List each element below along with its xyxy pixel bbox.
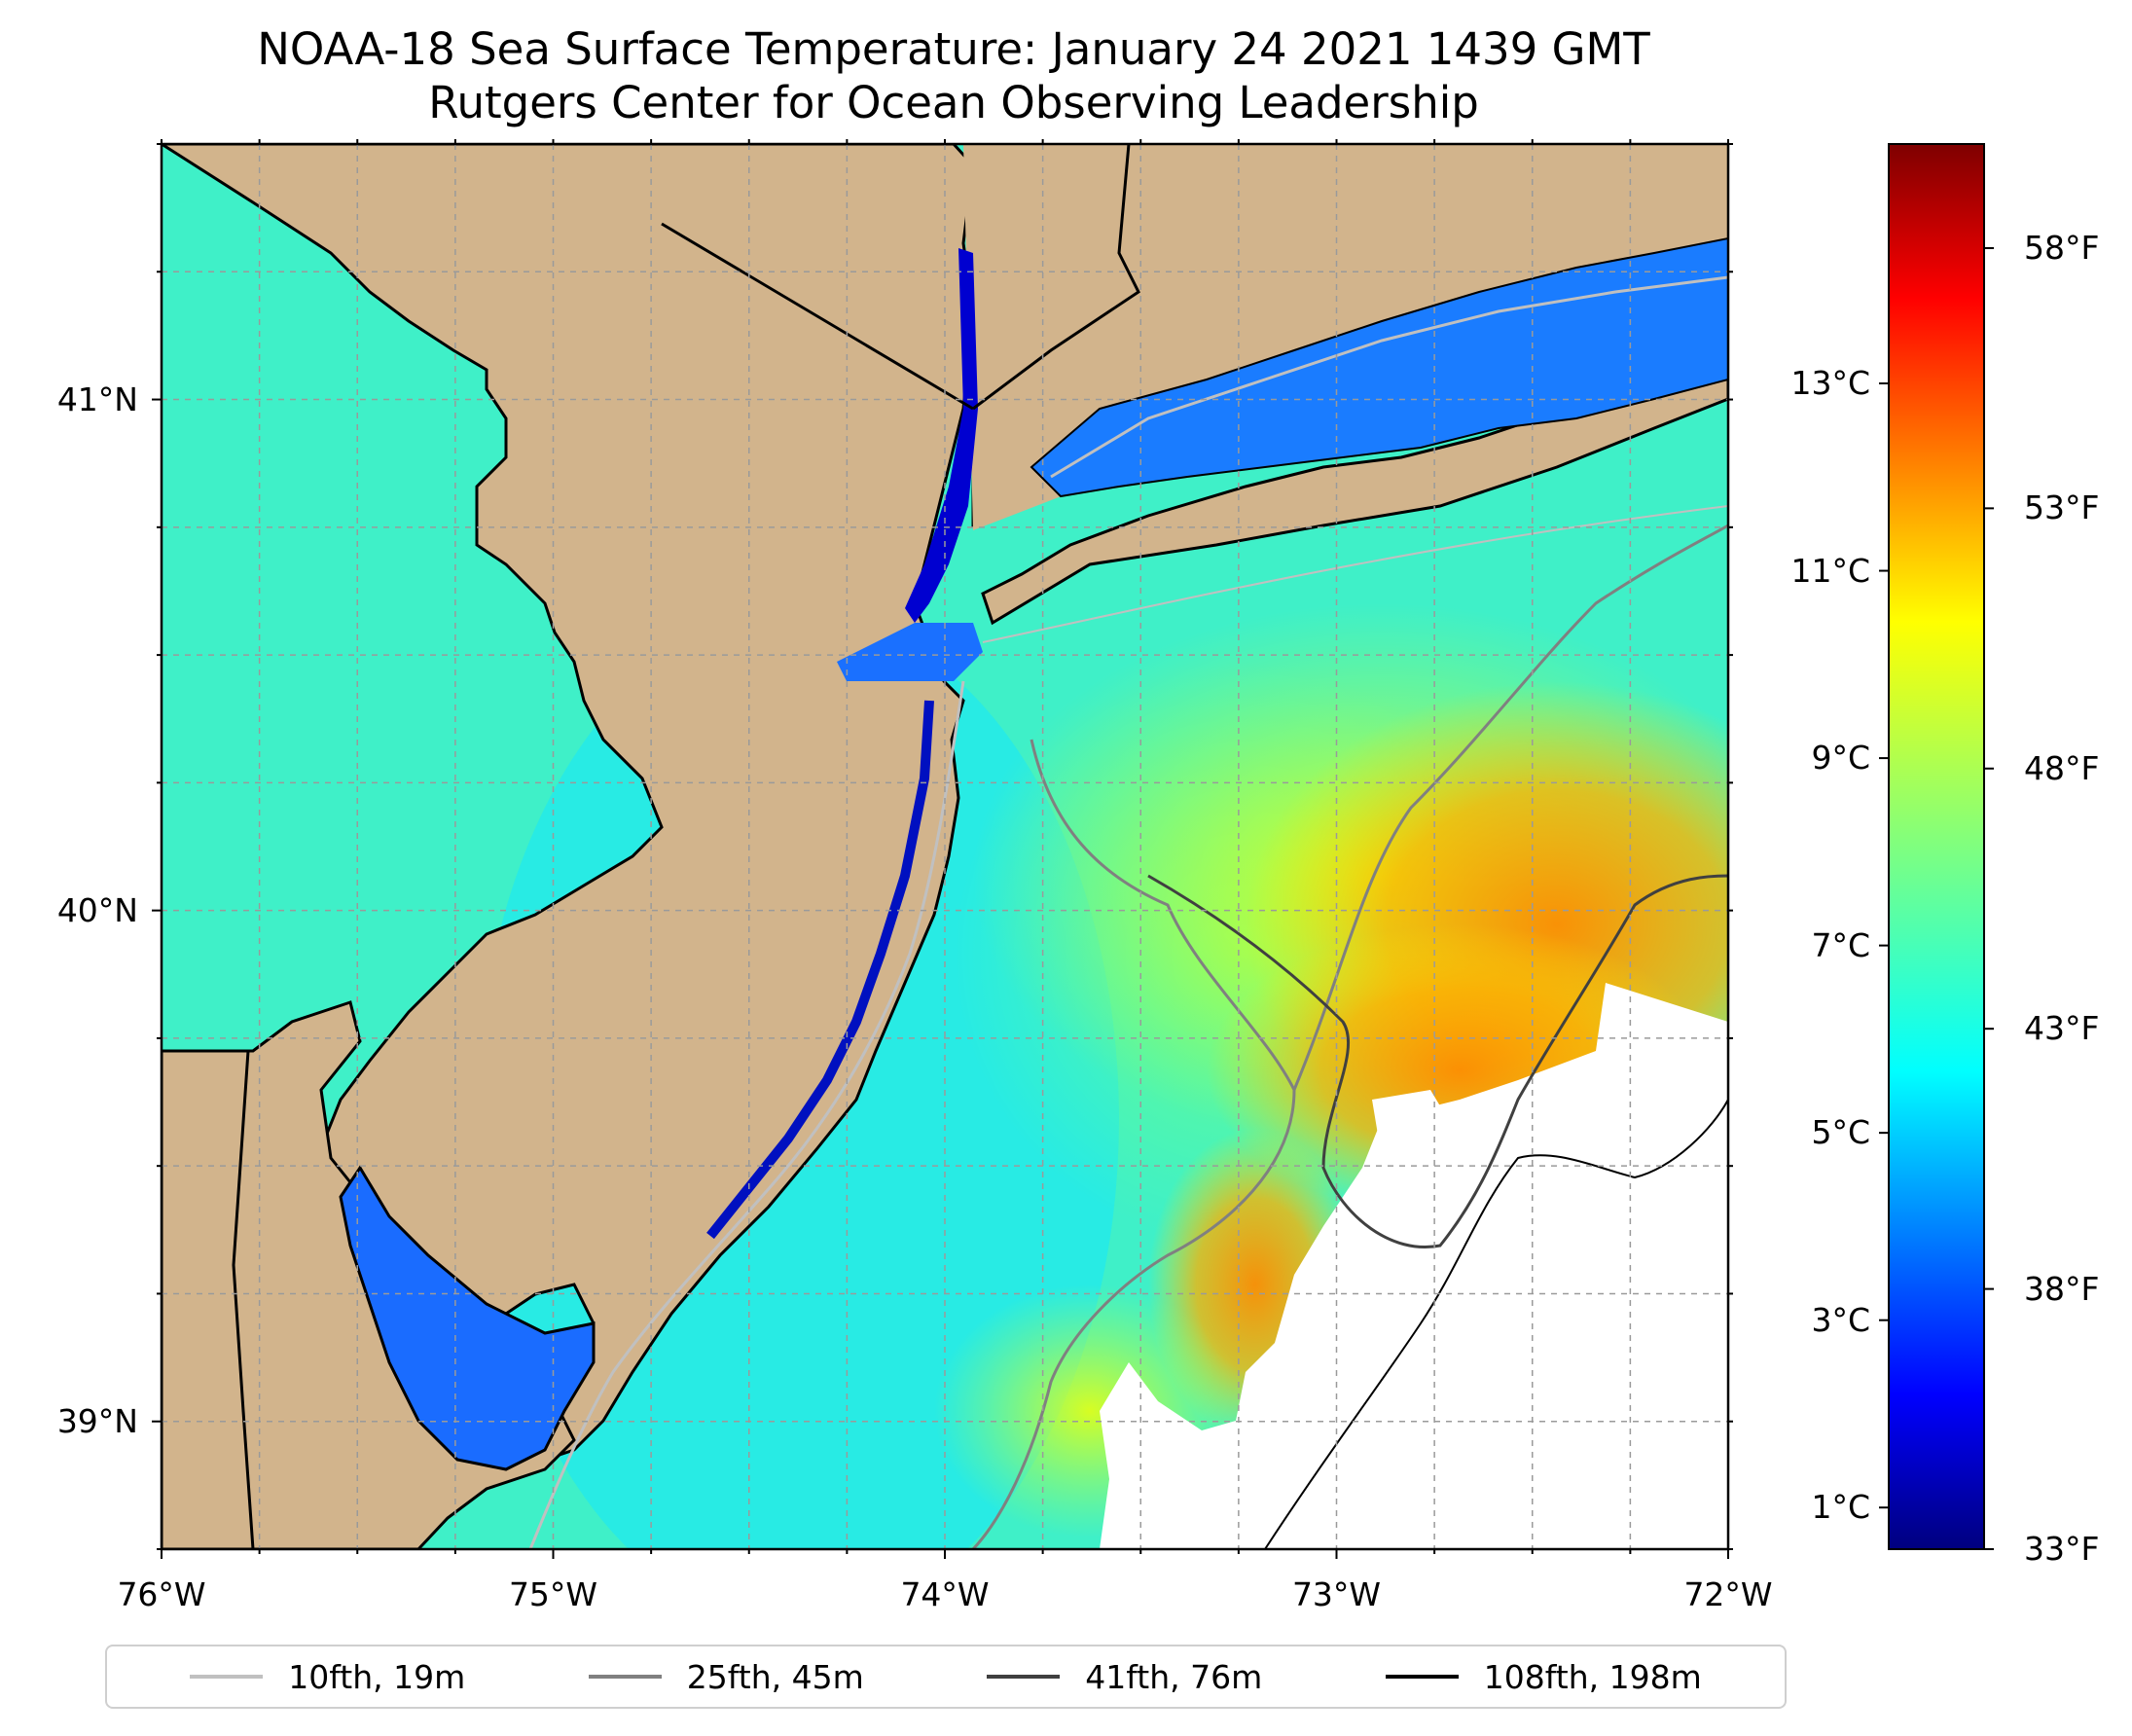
gridlines	[162, 144, 1728, 1549]
contour-10fth-b	[982, 505, 1728, 643]
contour-108fth	[1264, 1099, 1728, 1549]
lon-tick-label: 73°W	[1291, 1575, 1382, 1613]
lat-tick-label: 41°N	[56, 380, 138, 418]
colorbar-f-label: 48°F	[2024, 748, 2100, 787]
hudson-river	[905, 248, 978, 623]
legend-item: 25fth, 45m	[588, 1657, 864, 1696]
legend-label: 10fth, 19m	[288, 1657, 466, 1696]
legend-label: 108fth, 198m	[1483, 1657, 1702, 1696]
legend-item: 10fth, 19m	[190, 1658, 465, 1696]
colorbar-c-label: 1°C	[1811, 1488, 1870, 1527]
colorbar-f-label: 53°F	[2024, 488, 2100, 527]
legend-line-swatch	[190, 1675, 264, 1679]
colorbar-c-label: 13°C	[1790, 364, 1870, 402]
contour-10fth	[528, 680, 965, 1549]
colorbar-f-label: 43°F	[2024, 1009, 2100, 1048]
legend-item: 41fth, 76m	[987, 1658, 1262, 1696]
colorbar-c-label: 5°C	[1811, 1113, 1870, 1152]
cloud-nodata-patch-2	[1518, 1080, 1606, 1207]
contour-25fth	[971, 739, 1296, 1549]
colorbar-c-label: 7°C	[1811, 925, 1870, 964]
colorbar-c-label: 9°C	[1811, 739, 1870, 778]
legend-line-swatch	[987, 1675, 1061, 1679]
colorbar	[1888, 143, 1985, 1550]
colorbar-f-label: 33°F	[2024, 1530, 2100, 1568]
contour-25fth-b	[1292, 524, 1728, 1091]
nj-coastal-bays	[706, 700, 934, 1240]
lat-tick-label: 39°N	[56, 1401, 138, 1440]
figure-title: NOAA-18 Sea Surface Temperature: January…	[257, 23, 1650, 75]
state-border-nj-pa	[232, 1050, 255, 1549]
depth-legend: 10fth, 19m 25fth, 45m 41fth, 76m 108fth, 19…	[105, 1645, 1787, 1709]
legend-item: 108fth, 198m	[1385, 1657, 1702, 1696]
legend-line-swatch	[588, 1675, 662, 1679]
colorbar-f-label: 38°F	[2024, 1269, 2100, 1308]
contour-41fth	[1147, 874, 1728, 1248]
sound-contour	[1050, 275, 1728, 479]
lon-tick-label: 74°W	[900, 1575, 990, 1613]
map-area	[162, 144, 1728, 1549]
colorbar-c-label: 11°C	[1790, 551, 1870, 590]
figure-subtitle: Rutgers Center for Ocean Observing Leade…	[428, 77, 1479, 128]
colorbar-ticks	[1879, 246, 1994, 1550]
legend-label: 25fth, 45m	[686, 1657, 864, 1696]
cloud-nodata-patch	[1372, 1090, 1460, 1168]
delaware-bay	[339, 1165, 596, 1471]
axis-ticks	[152, 139, 1733, 1559]
lat-tick-label: 40°N	[56, 890, 138, 929]
colorbar-c-label: 3°C	[1811, 1300, 1870, 1339]
legend-label: 41fth, 76m	[1085, 1657, 1263, 1696]
colorbar-f-label: 58°F	[2024, 228, 2100, 267]
ny-harbor	[837, 623, 983, 681]
lon-tick-label: 76°W	[117, 1575, 206, 1613]
lon-tick-label: 75°W	[508, 1575, 598, 1613]
lon-tick-label: 72°W	[1683, 1575, 1773, 1613]
legend-line-swatch	[1385, 1675, 1459, 1679]
state-border-nj-ny	[661, 222, 974, 411]
state-border-ny-ct	[972, 144, 1140, 411]
